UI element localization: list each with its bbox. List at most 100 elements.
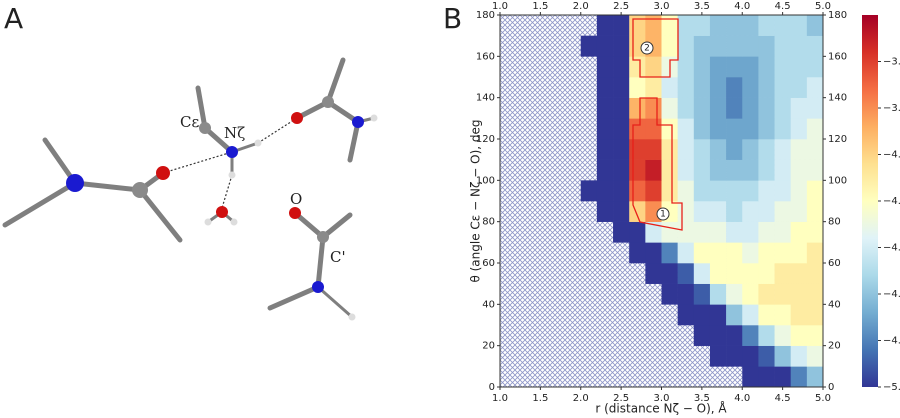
heatmap-cell	[806, 139, 824, 160]
heatmap-cell	[677, 180, 695, 202]
heatmap-cell	[677, 221, 695, 243]
colorbar-tick-label: −5.0	[883, 382, 900, 393]
heatmap-cell	[629, 139, 646, 160]
heatmap-cell	[693, 201, 711, 222]
heatmap-cell	[596, 56, 614, 78]
heatmap-cell	[726, 221, 743, 243]
heatmap-cell	[774, 304, 791, 326]
x-tick-label: 4.5	[775, 393, 791, 404]
atom-label: Cε	[180, 113, 199, 131]
heatmap-cell	[726, 77, 743, 98]
heatmap-cell	[677, 77, 695, 98]
heatmap-cell	[806, 283, 824, 305]
heatmap-cell	[726, 97, 743, 119]
y-tick-label: 160	[476, 51, 495, 62]
heatmap-cell	[645, 56, 662, 78]
heatmap-cell	[613, 56, 630, 78]
heatmap-cell	[693, 283, 711, 305]
heatmap-cell	[613, 159, 630, 181]
heatmap-cell	[693, 304, 711, 326]
heatmap-cell	[645, 118, 662, 140]
heatmap-cell	[758, 180, 775, 202]
heatmap-cell	[806, 221, 824, 243]
heatmap-cell	[596, 15, 614, 36]
y-tick-label-right: 40	[828, 299, 841, 310]
x-tick-label: 1.5	[532, 393, 548, 404]
heatmap-cell	[758, 283, 775, 305]
heatmap-cell	[693, 242, 711, 264]
heatmap-cell	[709, 221, 727, 243]
heatmap-cell	[742, 221, 759, 243]
heatmap-cell	[726, 139, 743, 160]
heatmap-cell	[806, 97, 824, 119]
heatmap-cell	[613, 221, 630, 243]
heatmap-cell	[790, 97, 808, 119]
y-axis-label: θ (angle Cε − Nζ − O), deg	[469, 119, 483, 282]
colorbar-tick-label: −4.0	[883, 150, 900, 161]
contour	[632, 97, 683, 231]
heatmap-cell	[629, 97, 646, 119]
heatmap-cell	[774, 263, 791, 284]
heatmap-cell	[645, 242, 662, 264]
y-tick-label-right: 140	[828, 93, 847, 104]
heatmap-cell	[677, 304, 695, 326]
heatmap-cell	[596, 201, 614, 222]
heatmap-cell	[742, 180, 759, 202]
heatmap-cell	[774, 180, 791, 202]
heatmap-cell	[726, 201, 743, 222]
heatmap-cell	[645, 263, 662, 284]
molecule-diagram	[2, 57, 378, 321]
y-tick-label: 40	[482, 299, 495, 310]
heatmap-cell	[661, 159, 678, 181]
heatmap-cell	[693, 263, 711, 284]
x-axis-label: r (distance Nζ − O), Å	[595, 401, 727, 416]
heatmap-cell	[790, 35, 808, 57]
heatmap-cell	[693, 139, 711, 160]
y-tick-label-right: 120	[828, 134, 847, 145]
panel-label: A	[4, 2, 23, 35]
heatmap-cell	[629, 77, 646, 98]
heatmap-cell	[629, 201, 646, 222]
heatmap-cell	[774, 35, 791, 57]
x-tick-label-top: 5.0	[815, 1, 831, 12]
heatmap-cell	[709, 139, 727, 160]
heatmap-cell	[596, 35, 614, 57]
heatmap-cell	[709, 180, 727, 202]
heatmap-cell	[693, 15, 711, 36]
y-tick-label: 120	[476, 134, 495, 145]
atom-label: O	[290, 190, 302, 208]
heatmap-cell	[613, 15, 630, 36]
heatmap-cell	[661, 118, 678, 140]
heatmap-cell	[677, 139, 695, 160]
heatmap-cell	[774, 139, 791, 160]
heatmap-cell	[709, 242, 727, 264]
heatmap-cell	[742, 56, 759, 78]
heatmap-cell	[709, 325, 727, 346]
heatmap-cell	[806, 201, 824, 222]
heatmap-cell	[709, 15, 727, 36]
heatmap-cell	[742, 201, 759, 222]
heatmap-cell	[726, 325, 743, 346]
heatmap-cell	[709, 77, 727, 98]
y-tick-label: 140	[476, 93, 495, 104]
heatmap-cell	[677, 201, 695, 222]
heatmap-cell	[790, 366, 808, 388]
annotation: 1	[660, 210, 666, 220]
heatmap-cell	[677, 159, 695, 181]
heatmap-cell	[758, 15, 775, 36]
heatmap-cell	[758, 242, 775, 264]
heatmap-cell	[677, 15, 695, 36]
heatmap-cell	[774, 242, 791, 264]
heatmap-cell	[774, 201, 791, 222]
x-tick-label: 1.0	[492, 393, 508, 404]
y-tick-label: 80	[482, 217, 495, 228]
heatmap-cell	[806, 35, 824, 57]
heatmap-cell	[742, 97, 759, 119]
heatmap-cell	[742, 325, 759, 346]
heatmap-cell	[629, 242, 646, 264]
heatmap-cell	[645, 180, 662, 202]
x-tick-label: 2.5	[613, 393, 629, 404]
heatmap-cell	[806, 345, 824, 367]
heatmap-cell	[693, 97, 711, 119]
x-tick-label-top: 2.0	[573, 1, 589, 12]
